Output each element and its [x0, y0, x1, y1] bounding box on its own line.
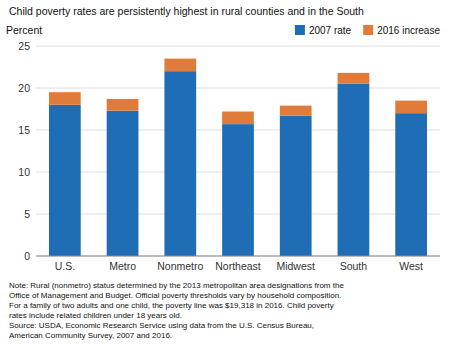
bar: [222, 124, 254, 256]
note: Note: Rural (nonmetro) status determined…: [9, 281, 344, 290]
bar: [280, 106, 312, 116]
bar: [49, 92, 81, 105]
bar: [338, 73, 370, 84]
x-tick-label: South: [340, 260, 368, 272]
bar: [222, 112, 254, 125]
note: American Community Survey, 2007 and 2016…: [9, 331, 172, 340]
bar: [164, 59, 196, 72]
legend-label: 2007 rate: [309, 25, 352, 36]
x-tick-label: Midwest: [276, 260, 315, 272]
note: rates include related children under 18 …: [9, 311, 182, 320]
grid-line: [36, 46, 440, 47]
x-tick-label: Metro: [109, 260, 136, 272]
y-tick-label: 15: [18, 124, 30, 136]
y-axis-label: Percent: [6, 24, 42, 36]
x-tick-label: Nonmetro: [157, 260, 203, 272]
bars: [49, 59, 427, 256]
title: Child poverty rates are persistently hig…: [9, 5, 364, 17]
x-tick-label: Northeast: [215, 260, 261, 272]
y-tick-label: 0: [24, 250, 30, 262]
grid-line: [36, 256, 440, 257]
background: [0, 0, 450, 346]
note: Source: USDA, Economic Research Service …: [9, 321, 314, 330]
x-axis-line: [36, 256, 440, 257]
bar: [395, 113, 427, 256]
bar: [338, 84, 370, 256]
bar: [164, 71, 196, 256]
bar: [107, 99, 139, 111]
grid: [36, 46, 440, 256]
bar: [107, 111, 139, 256]
bar: [280, 116, 312, 256]
bar: [49, 105, 81, 256]
legend-swatch: [363, 25, 373, 35]
chart: Child poverty rates are persistently hig…: [0, 0, 450, 346]
y-tick-label: 20: [18, 82, 30, 94]
note: For a family of two adults and one child…: [9, 301, 334, 310]
y-tick-label: 10: [18, 166, 30, 178]
x-tick-label: U.S.: [55, 260, 75, 272]
y-tick-label: 25: [18, 40, 30, 52]
note: Office of Management and Budget. Officia…: [9, 291, 341, 300]
legend-label: 2016 increase: [377, 25, 440, 36]
legend: 2007 rate 2016 increase: [295, 25, 441, 36]
y-tick-label: 5: [24, 208, 30, 220]
legend-swatch: [295, 25, 305, 35]
grid-line: [36, 88, 440, 89]
x-tick-label: West: [399, 260, 423, 272]
bar: [395, 101, 427, 114]
